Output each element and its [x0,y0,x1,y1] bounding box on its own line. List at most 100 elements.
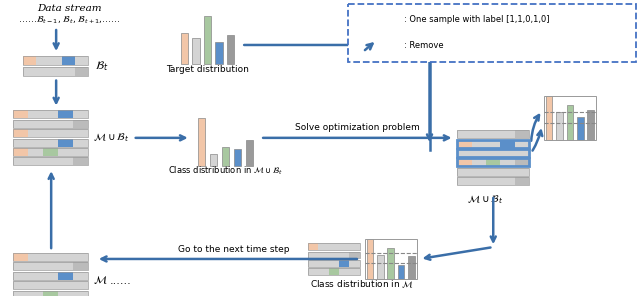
Bar [73,129,88,137]
Bar [13,139,28,146]
Bar [458,149,472,157]
Bar [28,120,44,128]
Bar [49,67,62,76]
Bar [500,177,515,185]
Bar [515,177,529,185]
Bar [486,177,500,185]
Bar [73,253,88,261]
Bar [62,67,75,76]
Bar [458,158,472,166]
Bar [73,281,88,289]
Bar [308,243,319,250]
Bar [73,120,88,128]
Text: Class distribution in $\mathcal{M} \cup \mathcal{B}_t$: Class distribution in $\mathcal{M} \cup … [168,165,283,177]
Bar [308,243,360,250]
Bar [49,56,62,65]
Bar [458,140,472,148]
Bar [367,239,373,279]
Bar [13,291,28,297]
Bar [234,149,241,166]
Bar [546,96,552,140]
Bar [28,291,44,297]
Bar [44,291,58,297]
Bar [319,252,329,258]
Bar [339,243,349,250]
Bar [349,252,360,258]
Bar [500,140,515,148]
Bar [28,272,44,280]
Bar [458,177,472,185]
Bar [44,263,58,270]
Bar [308,260,360,267]
Bar [515,140,529,148]
Bar [13,253,88,261]
Bar [44,253,58,261]
Bar [566,105,573,140]
Bar [348,4,636,62]
Bar [458,158,529,166]
Bar [408,256,415,279]
Bar [13,272,28,280]
Text: Class distribution in $\mathcal{M}$: Class distribution in $\mathcal{M}$ [310,279,414,290]
Bar [227,35,234,64]
Bar [13,157,28,165]
Bar [319,243,329,250]
Bar [73,291,88,297]
Bar [44,139,58,146]
Text: $\mathcal{M} \cup \mathcal{B}_t$: $\mathcal{M} \cup \mathcal{B}_t$ [467,193,504,206]
Bar [58,263,73,270]
Bar [13,263,88,270]
Bar [28,253,44,261]
Bar [58,281,73,289]
Bar [36,56,49,65]
Text: : One sample with label [1,1,0,1,0]: : One sample with label [1,1,0,1,0] [404,15,549,24]
Bar [28,263,44,270]
Bar [13,110,88,118]
Bar [246,140,253,166]
Bar [58,120,73,128]
Bar [458,177,529,185]
Bar [58,272,73,280]
Bar [390,14,397,24]
Bar [13,129,88,137]
Bar [13,263,28,270]
Bar [28,139,44,146]
Text: : Remove: : Remove [404,42,444,50]
Bar [13,148,88,156]
Bar [36,67,49,76]
Bar [358,14,366,24]
Bar [44,129,58,137]
Bar [58,148,73,156]
Bar [472,168,486,176]
Bar [544,96,596,140]
Bar [216,42,223,64]
Bar [180,33,188,64]
Bar [349,243,360,250]
Bar [58,110,73,118]
Bar [472,158,486,166]
Bar [28,281,44,289]
Text: $\mathcal{B}_t$: $\mathcal{B}_t$ [95,59,108,73]
Bar [13,291,88,297]
Bar [13,157,88,165]
Text: Go to the next time step: Go to the next time step [178,245,290,254]
Bar [486,149,500,157]
Bar [556,112,563,140]
Bar [13,129,28,137]
Bar [458,168,529,176]
Bar [13,281,88,289]
Bar [73,110,88,118]
Bar [515,130,529,138]
Bar [365,239,417,279]
Bar [73,272,88,280]
Bar [486,130,500,138]
Bar [308,268,360,275]
Bar [73,157,88,165]
Bar [458,149,529,157]
Bar [349,260,360,267]
Bar [73,139,88,146]
Bar [308,260,319,267]
Bar [13,253,28,261]
Bar [486,140,500,148]
Bar [398,265,404,279]
